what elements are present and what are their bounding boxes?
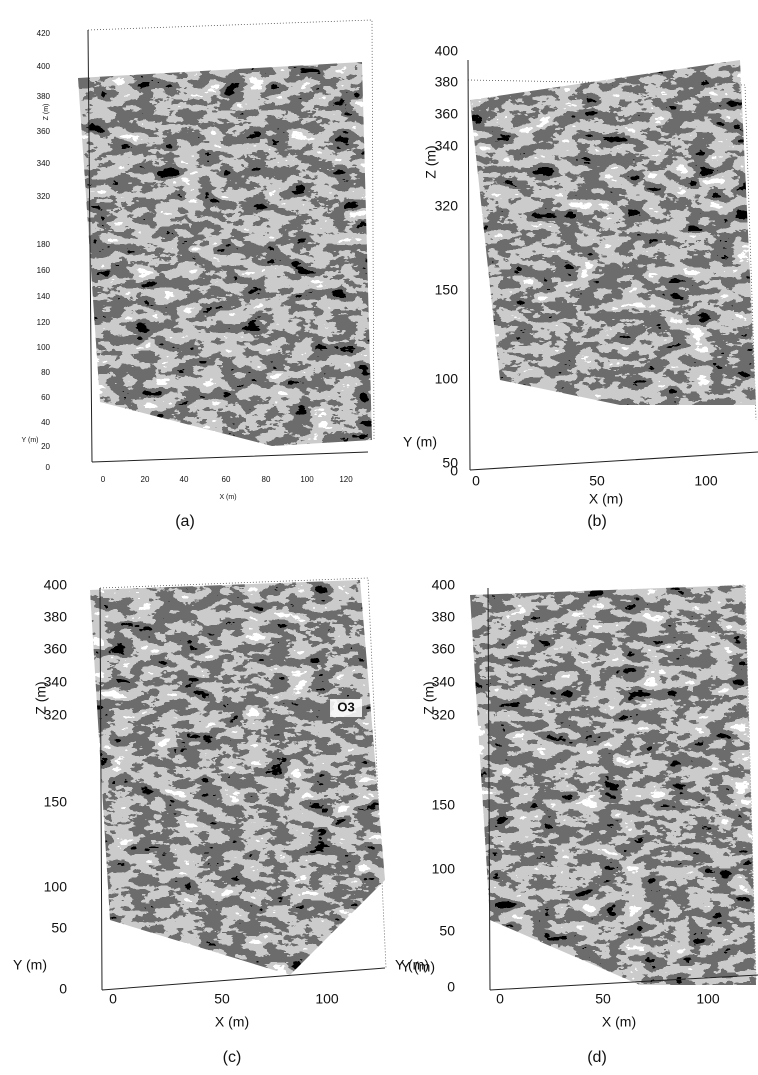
z-tick-label: 340 [44, 674, 68, 690]
x-tick-label: 100 [315, 991, 339, 1007]
axis-box [87, 19, 375, 441]
y-axis-label: Y (m) [22, 437, 39, 444]
z-tick-label: 360 [432, 641, 456, 657]
z-tick-label: 380 [435, 74, 459, 90]
terrain-surface [78, 62, 372, 446]
axis-lines [487, 587, 758, 991]
x-tick-label: 80 [262, 475, 271, 484]
z-tick-label: 320 [432, 707, 456, 723]
y-tick-label: 140 [37, 292, 51, 301]
z-tick-label: 360 [435, 106, 459, 122]
y-tick-label: 40 [41, 418, 50, 427]
z-axis-label: Z (m) [421, 681, 437, 714]
annotation: O3 [337, 699, 354, 714]
y-axis-label: Y (m) [13, 957, 47, 973]
z-tick-label: 380 [37, 92, 51, 101]
x-tick-label: 0 [496, 991, 504, 1007]
z-tick-label: 400 [435, 43, 459, 59]
x-tick-label: 100 [696, 991, 720, 1007]
y-tick-label: 100 [44, 879, 68, 895]
y-tick-label: 50 [439, 923, 455, 939]
x-tick-label: 20 [141, 475, 150, 484]
x-tick-label: 120 [339, 475, 353, 484]
terrain-surface [470, 60, 756, 405]
y-tick-label: 100 [37, 343, 51, 352]
z-axis-label: Z (m) [423, 145, 439, 178]
y-tick-label: 80 [41, 368, 50, 377]
z-tick-label: 400 [44, 577, 68, 593]
y-tick-label: 0 [447, 979, 455, 995]
x-tick-label: 100 [694, 473, 718, 489]
z-axis-label: Z (m) [33, 681, 49, 714]
axis-lines [467, 59, 758, 471]
terrain-surface [90, 580, 385, 975]
axis-lines [99, 587, 386, 991]
z-tick-label: 380 [44, 609, 68, 625]
x-tick-label: 60 [222, 475, 231, 484]
x-axis-label: X (m) [602, 1014, 636, 1030]
y-tick-label: 50 [51, 920, 67, 936]
y-axis-label: Y (m) [401, 959, 435, 975]
z-tick-label: 340 [435, 138, 459, 154]
panel-caption: (c) [223, 1049, 242, 1066]
z-tick-label: 340 [37, 159, 51, 168]
axis-lines [87, 29, 369, 463]
y-tick-label: 160 [37, 266, 51, 275]
z-tick-label: 320 [37, 192, 51, 201]
z-axis-label: Z (m) [43, 104, 50, 121]
y-tick-label: 0 [46, 463, 51, 472]
y-tick-label: 60 [41, 393, 50, 402]
y-tick-label: 150 [432, 797, 456, 813]
x-axis-label: X (m) [215, 1014, 249, 1030]
x-tick-label: 50 [595, 991, 611, 1007]
panel-caption: (d) [587, 1049, 607, 1066]
x-axis-label: X (m) [589, 491, 623, 507]
y-axis-label: Y (m) [403, 434, 437, 450]
panel-caption: (b) [587, 513, 607, 530]
x-tick-label: 50 [214, 991, 230, 1007]
y-tick-label: 100 [435, 371, 459, 387]
annotation-bg [330, 699, 362, 717]
y-tick-label: 100 [432, 861, 456, 877]
y-axis-label-right: Y (m) [395, 957, 429, 973]
x-tick-label: 40 [180, 475, 189, 484]
x-tick-label: 0 [472, 473, 480, 489]
y-tick-label: 20 [41, 442, 50, 451]
z-tick-label: 340 [432, 674, 456, 690]
y-tick-label: 120 [37, 318, 51, 327]
z-tick-label: 320 [44, 707, 68, 723]
x-tick-label: 0 [109, 991, 117, 1007]
x-tick-label: 0 [101, 475, 106, 484]
y-tick-label: 50 [442, 455, 458, 471]
z-tick-label: 420 [37, 29, 51, 38]
z-tick-label: 400 [37, 62, 51, 71]
y-tick-label: 0 [450, 463, 458, 479]
x-axis-label: X (m) [219, 494, 236, 501]
x-tick-label: 50 [589, 473, 605, 489]
z-tick-label: 360 [44, 641, 68, 657]
z-tick-label: 400 [432, 577, 456, 593]
terrain-surface [470, 585, 756, 985]
y-tick-label: 0 [59, 981, 67, 997]
y-tick-label: 180 [37, 240, 51, 249]
y-tick-label: 150 [44, 794, 68, 810]
panel-caption: (a) [175, 513, 195, 530]
x-tick-label: 100 [300, 475, 314, 484]
y-tick-label: 150 [435, 282, 459, 298]
z-tick-label: 380 [432, 609, 456, 625]
z-tick-label: 320 [435, 198, 459, 214]
z-tick-label: 360 [37, 127, 51, 136]
